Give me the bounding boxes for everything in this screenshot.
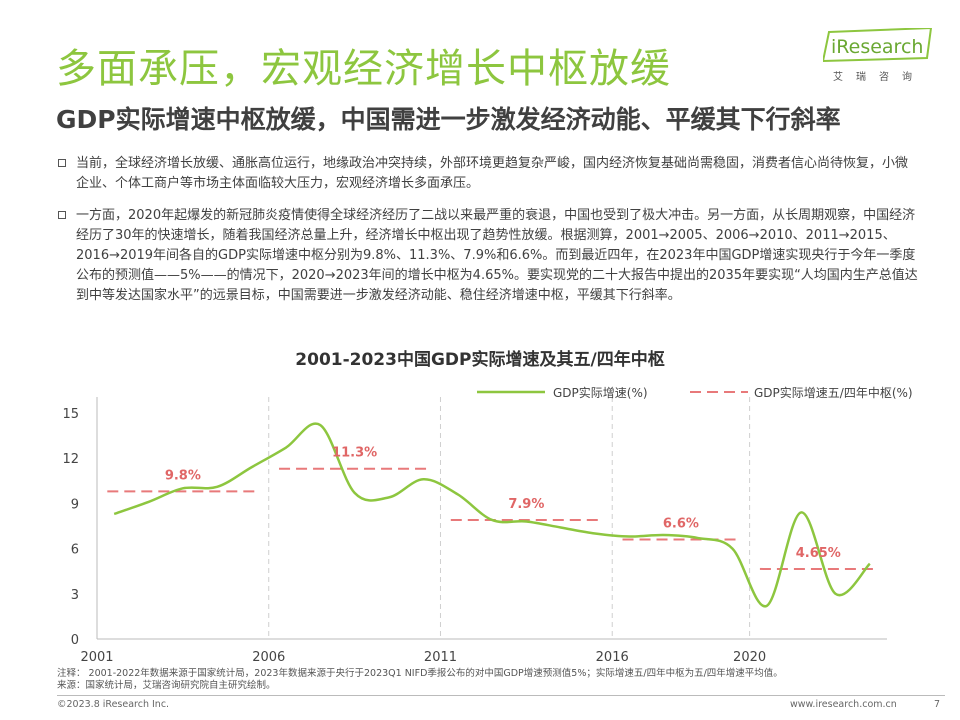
logo-chinese: 艾瑞咨询	[833, 72, 925, 83]
note-text: 注释： 2001-2022年数据来源于国家统计局，2023年数据来源于央行于20…	[57, 668, 783, 679]
legend-label: GDP实际增速(%)	[553, 385, 648, 400]
x-tick-label: 2001	[80, 650, 113, 665]
footer-website[interactable]: www.iresearch.com.cn	[790, 699, 897, 710]
logo-mark-icon	[823, 28, 933, 63]
page-title: 多面承压，宏观经济增长中枢放缓	[56, 46, 671, 92]
bullet-list: 当前，全球经济增长放缓、通胀高位运行，地缘政治冲突持续，外部环境更趋复杂严峻，国…	[58, 154, 918, 318]
median-label: 9.8%	[165, 468, 201, 483]
median-label: 7.9%	[508, 497, 544, 512]
page-number: 7	[934, 699, 941, 710]
y-tick-label: 3	[71, 588, 79, 603]
y-tick-label: 15	[62, 407, 79, 422]
gdp-growth-line	[113, 422, 871, 608]
x-tick-label: 2011	[424, 650, 457, 665]
bullet-text: 一方面，2020年起爆发的新冠肺炎疫情使得全球经济经历了二战以来最严重的衰退，中…	[76, 208, 918, 303]
median-label: 6.6%	[663, 517, 699, 532]
x-tick-label: 2016	[596, 650, 629, 665]
page-subtitle: GDP实际增速中枢放缓，中国需进一步激发经济动能、平缓其下行斜率	[56, 105, 841, 134]
logo-brand: iResearch	[831, 36, 924, 58]
y-tick-label: 12	[62, 452, 79, 467]
source-text: 来源：国家统计局，艾瑞咨询研究院自主研究绘制。	[57, 680, 276, 691]
median-label: 4.65%	[796, 546, 841, 561]
x-tick-label: 2006	[252, 650, 285, 665]
square-bullet-icon	[58, 159, 66, 167]
bullet-item: 一方面，2020年起爆发的新冠肺炎疫情使得全球经济经历了二战以来最严重的衰退，中…	[58, 206, 918, 306]
iresearch-logo: iResearch 艾瑞咨询	[823, 28, 935, 90]
chart-title: 2001-2023中国GDP实际增速及其五/四年中枢	[295, 350, 665, 370]
y-tick-label: 6	[71, 543, 79, 558]
footer-copyright: ©2023.8 iResearch Inc.	[57, 699, 170, 710]
y-tick-label: 0	[71, 633, 79, 648]
gdp-line-chart: 0 3 6 9 12 15 2001 2006 2011 2016 2020 9.8% 11.3% 7.…	[62, 385, 913, 665]
bullet-item: 当前，全球经济增长放缓、通胀高位运行，地缘政治冲突持续，外部环境更趋复杂严峻，国…	[58, 154, 918, 194]
chart-notes: 注释： 2001-2022年数据来源于国家统计局，2023年数据来源于央行于20…	[57, 668, 783, 692]
square-bullet-icon	[58, 211, 66, 219]
bullet-text: 当前，全球经济增长放缓、通胀高位运行，地缘政治冲突持续，外部环境更趋复杂严峻，国…	[76, 156, 909, 191]
footer-divider	[57, 695, 945, 696]
y-tick-label: 9	[71, 497, 79, 512]
legend-label: GDP实际增速五/四年中枢(%)	[754, 385, 913, 400]
x-tick-label: 2020	[733, 650, 766, 665]
median-label: 11.3%	[332, 446, 377, 461]
